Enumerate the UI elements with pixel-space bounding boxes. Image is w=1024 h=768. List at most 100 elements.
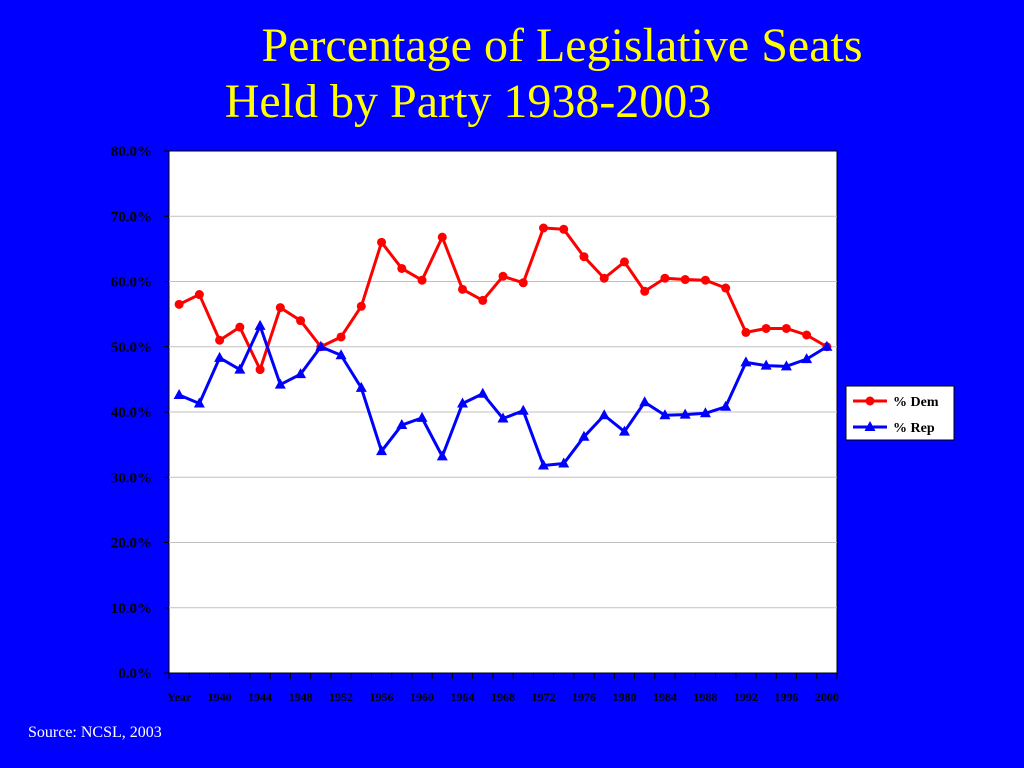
x-tick-label: 1992 bbox=[734, 690, 758, 704]
data-point bbox=[760, 359, 772, 370]
data-point bbox=[315, 340, 327, 351]
data-point bbox=[174, 299, 184, 309]
data-point bbox=[780, 360, 792, 371]
y-axis-ticks: 0.0% 10.0% 20.0% 30.0% 40.0% 50.0% 60.0% 70.0% 8… bbox=[111, 144, 169, 682]
data-point bbox=[659, 409, 671, 420]
legend-dem-label: % Dem bbox=[893, 395, 939, 410]
data-point bbox=[478, 295, 488, 305]
data-point bbox=[214, 351, 226, 362]
x-axis-ticks: Year 1940 1944 1948 1952 1956 1960 1964 1968 1972… bbox=[167, 673, 839, 704]
data-point bbox=[336, 332, 346, 342]
data-point bbox=[235, 322, 245, 332]
data-point bbox=[660, 273, 670, 283]
data-point bbox=[194, 290, 204, 300]
data-point bbox=[416, 411, 428, 422]
data-point bbox=[193, 397, 205, 408]
x-tick-label: 1952 bbox=[329, 690, 353, 704]
data-point bbox=[537, 459, 549, 470]
y-tick-label: 40.0% bbox=[111, 405, 152, 421]
x-tick-label: 1996 bbox=[774, 690, 798, 704]
x-tick-label: 1944 bbox=[248, 690, 272, 704]
data-point bbox=[377, 237, 387, 247]
data-point bbox=[335, 349, 347, 360]
legend-rep-marker bbox=[864, 421, 876, 431]
x-tick-label: 1972 bbox=[531, 690, 555, 704]
data-point bbox=[296, 316, 306, 326]
y-tick-label: 60.0% bbox=[111, 275, 152, 291]
data-point bbox=[477, 387, 489, 398]
data-point bbox=[801, 353, 813, 364]
legend: % Dem % Rep bbox=[845, 385, 955, 441]
y-tick-label: 50.0% bbox=[111, 340, 152, 356]
data-point bbox=[498, 271, 508, 281]
data-point bbox=[741, 327, 751, 337]
data-point bbox=[234, 363, 246, 374]
data-point bbox=[761, 323, 771, 333]
data-point bbox=[700, 275, 710, 285]
data-point bbox=[173, 389, 185, 400]
y-tick-label: 30.0% bbox=[111, 470, 152, 486]
x-tick-label: 1984 bbox=[653, 690, 677, 704]
y-tick-label: 70.0% bbox=[111, 209, 152, 225]
data-point bbox=[781, 323, 791, 333]
data-point bbox=[396, 419, 408, 430]
data-point bbox=[598, 409, 610, 420]
data-point bbox=[720, 400, 732, 411]
source-note: Source: NCSL, 2003 bbox=[28, 724, 162, 741]
x-tick-label: 1960 bbox=[410, 690, 434, 704]
data-point bbox=[579, 252, 589, 262]
title-line-1: Percentage of Legislative Seats bbox=[261, 19, 863, 72]
x-tick-label: 1956 bbox=[370, 690, 394, 704]
data-point bbox=[254, 319, 266, 330]
data-point bbox=[517, 404, 529, 415]
data-point bbox=[275, 303, 285, 313]
data-point bbox=[558, 457, 570, 468]
data-point bbox=[599, 273, 609, 283]
data-point bbox=[458, 284, 468, 294]
data-point bbox=[376, 445, 388, 456]
data-point bbox=[679, 408, 691, 419]
x-tick-label: 1948 bbox=[289, 690, 313, 704]
data-point bbox=[295, 368, 307, 379]
data-point bbox=[356, 301, 366, 311]
x-tick-label: 1980 bbox=[612, 690, 636, 704]
data-point bbox=[215, 335, 225, 345]
data-point bbox=[559, 224, 569, 234]
y-tick-label: 80.0% bbox=[111, 144, 152, 160]
legend-rep-label: % Rep bbox=[893, 421, 935, 436]
y-tick-label: 0.0% bbox=[118, 666, 152, 682]
data-point bbox=[417, 275, 427, 285]
data-point bbox=[740, 356, 752, 367]
x-tick-label: 1988 bbox=[693, 690, 717, 704]
gridlines bbox=[169, 215, 837, 609]
data-point bbox=[618, 425, 630, 436]
series-rep bbox=[173, 319, 833, 470]
data-point bbox=[497, 412, 509, 423]
data-point bbox=[437, 232, 447, 242]
x-tick-label: 1968 bbox=[491, 690, 515, 704]
chart-title: Percentage of Legislative Seats Held by … bbox=[0, 18, 1024, 130]
data-point bbox=[518, 278, 528, 288]
x-tick-label: 1940 bbox=[208, 690, 232, 704]
data-point bbox=[274, 378, 286, 389]
data-point bbox=[640, 286, 650, 296]
data-point bbox=[680, 275, 690, 285]
x-tick-label: 1964 bbox=[451, 690, 475, 704]
y-tick-label: 10.0% bbox=[111, 601, 152, 617]
data-point bbox=[255, 365, 265, 375]
y-tick-label: 20.0% bbox=[111, 536, 152, 552]
data-point bbox=[397, 263, 407, 273]
data-point bbox=[639, 396, 651, 407]
legend-dem-marker bbox=[865, 396, 875, 406]
x-tick-label: 1976 bbox=[572, 690, 596, 704]
title-line-2: Held by Party 1938-2003 bbox=[224, 75, 712, 128]
data-point bbox=[721, 283, 731, 293]
data-point bbox=[436, 450, 448, 461]
data-point bbox=[821, 340, 833, 351]
legend-box bbox=[845, 385, 955, 441]
data-point bbox=[802, 330, 812, 340]
data-point bbox=[457, 397, 469, 408]
data-point bbox=[355, 381, 367, 392]
x-tick-label: Year bbox=[167, 690, 192, 704]
